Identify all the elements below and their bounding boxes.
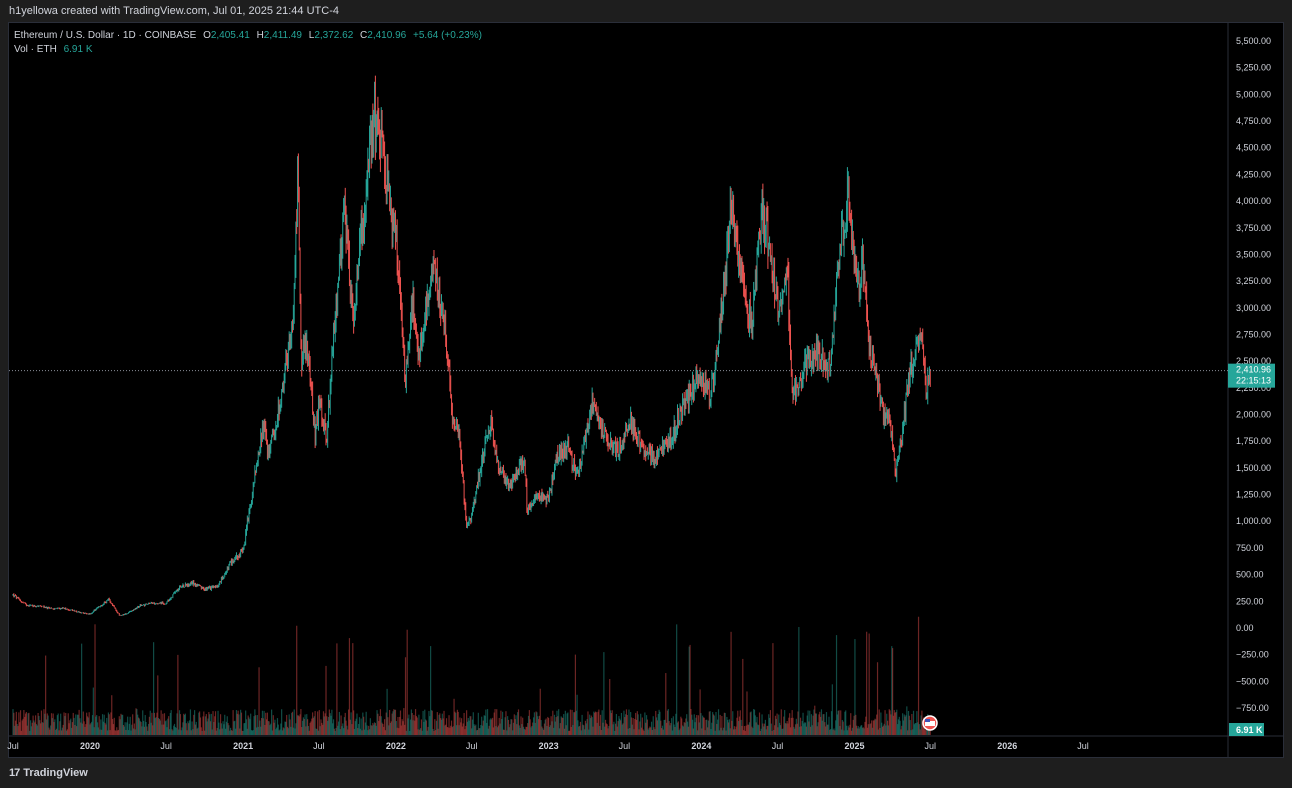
- price-tick-label: 750.00: [1236, 543, 1264, 553]
- volume-value: 6.91 K: [63, 44, 93, 55]
- chart-legend: Ethereum / U.S. Dollar · 1D · COINBASE O…: [14, 29, 482, 57]
- time-tick-label: Jul: [160, 741, 172, 751]
- time-tick-label: Jul: [7, 741, 19, 751]
- time-tick-label: Jul: [466, 741, 478, 751]
- symbol-title[interactable]: Ethereum / U.S. Dollar · 1D · COINBASE: [14, 30, 197, 41]
- tradingview-logo[interactable]: 17 TradingView: [9, 767, 88, 779]
- price-tick-label: 5,250.00: [1236, 63, 1271, 73]
- price-tick-label: 1,750.00: [1236, 436, 1271, 446]
- time-tick-label: 2024: [691, 741, 711, 751]
- change-value: +5.64 (+0.23%): [413, 30, 482, 41]
- price-tick-label: 2,750.00: [1236, 329, 1271, 339]
- legend-volume-row[interactable]: Vol · ETH 6.91 K: [14, 43, 482, 57]
- close-value: 2,410.96: [367, 30, 407, 41]
- price-tick-label: 0.00: [1236, 623, 1254, 633]
- price-tick-label: 4,500.00: [1236, 143, 1271, 153]
- volume-badge-value: 6.91 K: [1236, 725, 1263, 735]
- high-label: H: [256, 30, 264, 41]
- price-candles: [12, 75, 931, 616]
- open-value: 2,405.41: [210, 30, 250, 41]
- high-value: 2,411.49: [263, 30, 302, 41]
- price-tick-label: 3,250.00: [1236, 276, 1271, 286]
- time-tick-label: Jul: [619, 741, 631, 751]
- price-tick-label: 4,000.00: [1236, 196, 1271, 206]
- last-price-value: 2,410.96: [1236, 365, 1271, 375]
- price-tick-label: 2,250.00: [1236, 383, 1271, 393]
- flag-marker-icon[interactable]: [922, 715, 938, 731]
- price-tick-label: 3,500.00: [1236, 249, 1271, 259]
- price-tick-label: 3,000.00: [1236, 303, 1271, 313]
- time-tick-label: 2025: [845, 741, 865, 751]
- time-tick-label: 2026: [997, 741, 1017, 751]
- legend-symbol-row[interactable]: Ethereum / U.S. Dollar · 1D · COINBASE O…: [14, 29, 482, 43]
- price-tick-label: 2,000.00: [1236, 410, 1271, 420]
- volume-label: Vol · ETH: [14, 44, 57, 55]
- time-tick-label: 2023: [539, 741, 559, 751]
- price-tick-label: 4,250.00: [1236, 169, 1271, 179]
- open-label: O: [203, 30, 211, 41]
- low-value: 2,372.62: [314, 30, 354, 41]
- price-tick-label: 4,750.00: [1236, 116, 1271, 126]
- attribution-text: h1yellowa created with TradingView.com, …: [9, 5, 339, 17]
- volume-badge: 6.91 K: [1229, 723, 1264, 736]
- time-tick-label: 2021: [233, 741, 253, 751]
- volume-bars: [12, 616, 931, 735]
- bar-countdown: 22:15:13: [1236, 376, 1271, 386]
- price-tick-label: 3,750.00: [1236, 223, 1271, 233]
- time-tick-label: Jul: [1077, 741, 1089, 751]
- time-tick-label: 2020: [80, 741, 100, 751]
- time-axis: Jul 2020 Jul 2021 Jul 2022 Jul 2023 Jul 2024 Jul 20…: [7, 741, 1089, 751]
- price-tick-label: 5,000.00: [1236, 89, 1271, 99]
- price-tick-label: −250.00: [1236, 650, 1269, 660]
- price-tick-label: −750.00: [1236, 703, 1269, 713]
- footer-bar: [0, 758, 1292, 788]
- price-tick-label: 2,500.00: [1236, 356, 1271, 366]
- price-tick-label: −500.00: [1236, 676, 1269, 686]
- attribution-bar: h1yellowa created with TradingView.com, …: [0, 0, 1292, 22]
- time-tick-label: Jul: [772, 741, 784, 751]
- price-tick-label: 1,000.00: [1236, 516, 1271, 526]
- brand-name: TradingView: [23, 767, 88, 779]
- close-label: C: [360, 30, 368, 41]
- tradingview-mark-icon: 17: [9, 767, 20, 779]
- time-tick-label: Jul: [925, 741, 937, 751]
- time-tick-label: Jul: [313, 741, 325, 751]
- price-axis: 5,500.00 5,250.00 5,000.00 4,750.00 4,500.00…: [1236, 36, 1271, 713]
- price-tick-label: 1,500.00: [1236, 463, 1271, 473]
- chart-frame: [8, 22, 1284, 758]
- last-price-badge: 2,410.96 22:15:13: [1228, 363, 1275, 388]
- price-tick-label: 250.00: [1236, 596, 1264, 606]
- price-tick-label: 500.00: [1236, 570, 1264, 580]
- price-tick-label: 5,500.00: [1236, 36, 1271, 46]
- time-tick-label: 2022: [386, 741, 406, 751]
- low-label: L: [308, 30, 315, 41]
- price-tick-label: 1,250.00: [1236, 490, 1271, 500]
